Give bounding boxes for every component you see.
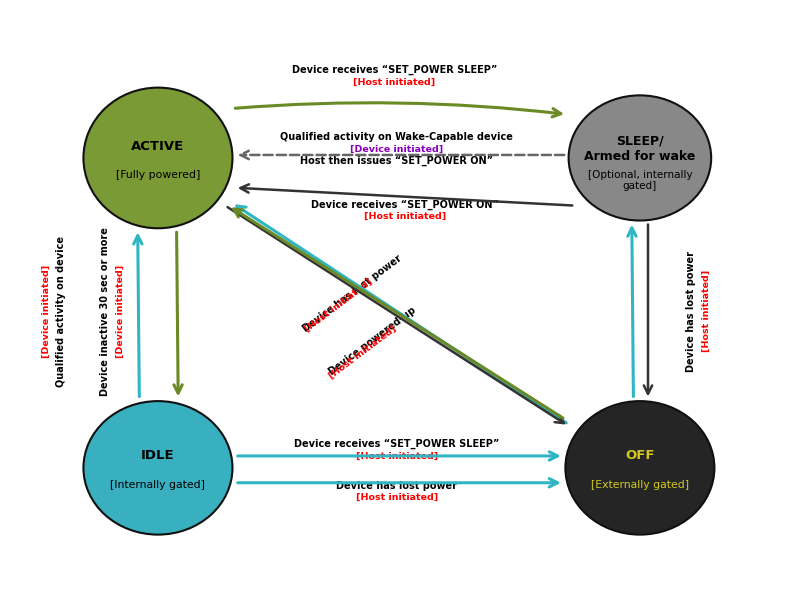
Text: Host then issues “SET_POWER ON”: Host then issues “SET_POWER ON” xyxy=(301,156,493,166)
Text: [Host initiated]: [Host initiated] xyxy=(701,270,711,352)
Text: Device has lost power: Device has lost power xyxy=(301,253,403,334)
Text: [Device initiated]: [Device initiated] xyxy=(350,144,444,154)
Ellipse shape xyxy=(83,401,232,535)
Text: [Host initiated]: [Host initiated] xyxy=(364,212,446,221)
Text: ACTIVE: ACTIVE xyxy=(131,139,185,153)
Text: [Host initiated]: [Host initiated] xyxy=(327,324,399,381)
Text: [Host initiated]: [Host initiated] xyxy=(356,493,438,502)
Ellipse shape xyxy=(569,95,711,221)
Text: [Optional, internally
gated]: [Optional, internally gated] xyxy=(587,170,693,191)
Text: [Externally gated]: [Externally gated] xyxy=(590,480,689,489)
Text: IDLE: IDLE xyxy=(141,449,175,462)
Text: Device inactive 30 sec or more: Device inactive 30 sec or more xyxy=(100,226,110,396)
Ellipse shape xyxy=(83,88,232,228)
Text: Device receives “SET_POWER ON”: Device receives “SET_POWER ON” xyxy=(311,199,499,210)
Text: OFF: OFF xyxy=(625,449,654,462)
Text: Device powered-up: Device powered-up xyxy=(327,305,418,377)
Text: Device has lost power: Device has lost power xyxy=(686,250,696,372)
Text: Device has lost power: Device has lost power xyxy=(336,481,458,491)
Text: Device receives “SET_POWER SLEEP”: Device receives “SET_POWER SLEEP” xyxy=(294,439,500,449)
Text: [Host initiated]: [Host initiated] xyxy=(303,277,374,334)
Text: Qualified activity on device: Qualified activity on device xyxy=(56,235,66,387)
Text: [Internally gated]: [Internally gated] xyxy=(110,480,206,489)
Text: Armed for wake: Armed for wake xyxy=(584,150,696,163)
Text: SLEEP/: SLEEP/ xyxy=(616,135,663,148)
Text: Qualified activity on Wake-Capable device: Qualified activity on Wake-Capable devic… xyxy=(280,132,514,142)
Text: [Host initiated]: [Host initiated] xyxy=(353,77,436,87)
Text: [Device initiated]: [Device initiated] xyxy=(115,265,125,358)
Text: Device receives “SET_POWER SLEEP”: Device receives “SET_POWER SLEEP” xyxy=(292,65,497,76)
Text: [Fully powered]: [Fully powered] xyxy=(116,170,200,179)
Text: [Host initiated]: [Host initiated] xyxy=(356,451,438,461)
Text: [Device initiated]: [Device initiated] xyxy=(41,265,51,358)
Ellipse shape xyxy=(565,401,714,535)
